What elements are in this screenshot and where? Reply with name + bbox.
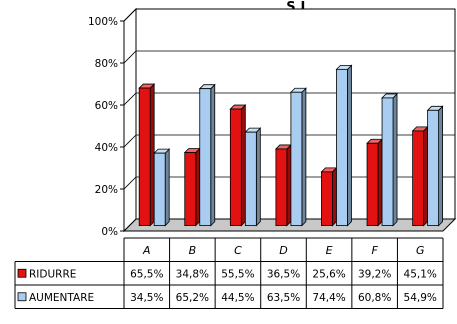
plot-side-wall — [123, 7, 137, 233]
data-label: 44,5% — [221, 292, 254, 304]
bar-ridurre-c — [229, 104, 247, 227]
bar-ridurre-f — [366, 138, 384, 227]
x-tick-label: B — [189, 244, 197, 257]
y-tick-label: 40% — [95, 142, 118, 154]
bar-aumentare-e — [335, 64, 353, 227]
bar-ridurre-d — [274, 143, 292, 227]
data-label: 65,2% — [176, 292, 209, 304]
bar-aumentare-b — [198, 83, 216, 227]
data-label: 34,5% — [130, 292, 163, 304]
data-label: 74,4% — [312, 292, 345, 304]
bar-aumentare-c — [244, 127, 262, 227]
y-tick-label: 60% — [95, 100, 118, 112]
x-tick-label: D — [279, 244, 287, 257]
data-label: 34,8% — [176, 268, 209, 280]
bar-ridurre-b — [183, 147, 201, 227]
data-label: 39,2% — [358, 268, 391, 280]
data-label: 36,5% — [267, 268, 300, 280]
data-label: 45,1% — [404, 268, 437, 280]
x-tick-label: A — [142, 244, 151, 257]
bar-aumentare-d — [289, 87, 307, 227]
gridline — [123, 8, 455, 22]
legend-swatch — [17, 268, 27, 278]
data-label: 25,6% — [312, 268, 345, 280]
data-label: 55,5% — [221, 268, 254, 280]
y-tick-label: 20% — [95, 184, 118, 196]
data-label: 54,9% — [404, 292, 437, 304]
x-tick-label: G — [416, 244, 425, 257]
data-label: 65,5% — [130, 268, 163, 280]
y-tick-label: 100% — [88, 16, 118, 28]
x-tick-label: F — [371, 244, 378, 257]
data-label: 63,5% — [267, 292, 300, 304]
y-tick-label: 0% — [101, 226, 118, 238]
legend-entry-aumentare: AUMENTARE — [17, 292, 94, 304]
bar-aumentare-f — [381, 92, 399, 227]
data-label: 60,8% — [358, 292, 391, 304]
bar-ridurre-a — [138, 83, 156, 227]
bar-ridurre-e — [320, 166, 338, 227]
bar-ridurre-g — [411, 125, 429, 227]
x-tick-label: C — [234, 244, 242, 257]
bar-aumentare-a — [153, 148, 171, 227]
legend-label: AUMENTARE — [29, 292, 94, 304]
gridline — [123, 50, 455, 64]
y-tick-label: 80% — [95, 58, 118, 70]
bar-aumentare-g — [426, 105, 444, 227]
legend-swatch — [17, 292, 27, 302]
x-tick-label: E — [326, 244, 333, 257]
legend-label: RIDURRE — [29, 268, 76, 280]
legend-entry-ridurre: RIDURRE — [17, 268, 76, 280]
